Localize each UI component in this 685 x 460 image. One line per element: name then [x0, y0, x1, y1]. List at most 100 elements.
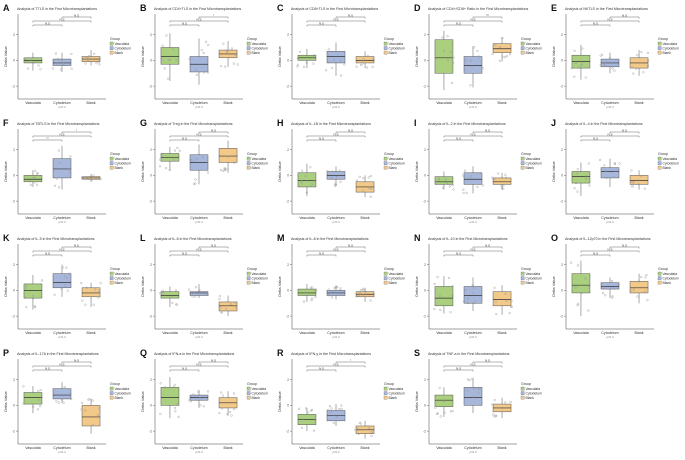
- panel-i: I Analysis of IL-2 in the First Microtran…: [414, 118, 542, 224]
- data-point: [501, 406, 504, 410]
- data-point: [613, 69, 616, 72]
- data-point: [34, 169, 37, 172]
- significance-bracket: [443, 365, 503, 368]
- data-point: [369, 195, 372, 198]
- data-point: [85, 286, 88, 289]
- data-point: [86, 176, 89, 180]
- data-point: [98, 289, 101, 292]
- data-point: [32, 297, 35, 300]
- significance-bracket: [169, 250, 229, 253]
- significance-label: N.S: [45, 21, 50, 25]
- legend-label: Cytodetum: [526, 391, 543, 395]
- legend-label: Cytodetum: [115, 161, 132, 165]
- data-point: [599, 64, 602, 67]
- data-point: [94, 288, 97, 291]
- data-point: [493, 415, 496, 418]
- panel-title: Analysis of TTLS in the First Microtrans…: [17, 7, 97, 11]
- y-tick-label: 0: [150, 289, 152, 293]
- data-point: [370, 431, 373, 434]
- significance-bracket: [32, 139, 63, 142]
- data-point: [202, 156, 205, 159]
- x-tick-label: Blank: [635, 216, 644, 220]
- box-blank: [492, 291, 512, 307]
- legend-label: Cytodetum: [389, 391, 406, 395]
- significance-label: **: [46, 136, 49, 140]
- data-point: [173, 149, 177, 152]
- data-point: [438, 387, 441, 390]
- data-point: [22, 385, 25, 388]
- legend-swatch-cytodetum: [520, 276, 525, 280]
- data-point: [443, 400, 446, 403]
- legend-label: Blank: [526, 166, 535, 170]
- data-point: [640, 276, 643, 279]
- data-point: [92, 303, 95, 306]
- significance-label: N.S: [593, 251, 598, 255]
- legend-swatch-vasculata: [109, 386, 114, 391]
- significance-label: N.S: [593, 21, 598, 25]
- significance-bracket: [61, 361, 92, 364]
- significance-label: N.S: [319, 251, 324, 255]
- legend-label: Vasculata: [526, 157, 541, 161]
- data-point: [168, 58, 171, 62]
- box-vasculata: [23, 283, 43, 299]
- y-tick-label: 2: [287, 148, 289, 152]
- legend-label: Blank: [526, 51, 535, 55]
- panel-letter: K: [3, 233, 10, 243]
- significance-label: N.S: [470, 362, 475, 366]
- data-point: [339, 180, 342, 183]
- data-point: [301, 418, 304, 421]
- y-tick-label: -2: [12, 429, 15, 433]
- legend-title: Group: [247, 267, 257, 271]
- significance-label: N.S: [211, 128, 216, 132]
- data-point: [469, 84, 472, 87]
- legend-swatch-cytodetum: [383, 46, 388, 50]
- legend-title: Group: [110, 152, 120, 156]
- data-point: [309, 166, 312, 169]
- data-point: [327, 48, 330, 51]
- data-point: [603, 63, 606, 66]
- legend-swatch-cytodetum: [109, 161, 114, 165]
- data-point: [227, 155, 230, 158]
- significance-bracket: [472, 361, 503, 364]
- data-point: [173, 406, 177, 410]
- data-point: [369, 175, 373, 178]
- data-point: [84, 62, 87, 65]
- data-point: [615, 170, 618, 173]
- legend-swatch-vasculata: [383, 41, 388, 46]
- legend-label: Blank: [252, 281, 261, 285]
- data-point: [327, 288, 330, 291]
- data-point: [452, 61, 455, 64]
- significance-bracket: [443, 24, 474, 27]
- data-point: [224, 65, 227, 68]
- panel-l: L Analysis of IL-6 in the First Microtran…: [140, 233, 268, 339]
- data-point: [230, 414, 233, 417]
- data-point: [636, 179, 639, 182]
- data-point: [575, 172, 579, 175]
- data-point: [502, 184, 505, 187]
- data-point: [436, 276, 439, 279]
- legend-label: Blank: [663, 166, 672, 170]
- data-point: [218, 411, 221, 415]
- data-point: [80, 282, 83, 285]
- legend-swatch-cytodetum: [383, 161, 388, 165]
- data-point: [200, 49, 203, 52]
- data-point: [205, 290, 209, 294]
- data-point: [433, 282, 436, 286]
- data-point: [436, 412, 439, 415]
- data-point: [335, 176, 339, 179]
- data-point: [307, 411, 310, 414]
- data-point: [637, 183, 640, 186]
- data-point: [340, 404, 343, 407]
- significance-bracket: [169, 135, 229, 138]
- panel-k: K Analysis of IL-5 in the First Microtran…: [3, 233, 131, 339]
- significance-label: N.S: [45, 366, 50, 370]
- significance-bracket: [443, 369, 474, 372]
- data-point: [450, 81, 453, 84]
- panel-g: G Analysis of Treg in the First Microtran…: [140, 118, 268, 224]
- significance-bracket: [306, 139, 337, 142]
- legend-swatch-cytodetum: [109, 391, 114, 395]
- data-point: [55, 177, 59, 180]
- x-tick-label: Vasculata: [299, 101, 315, 105]
- data-point: [599, 54, 602, 57]
- significance-label: N.S: [485, 358, 490, 362]
